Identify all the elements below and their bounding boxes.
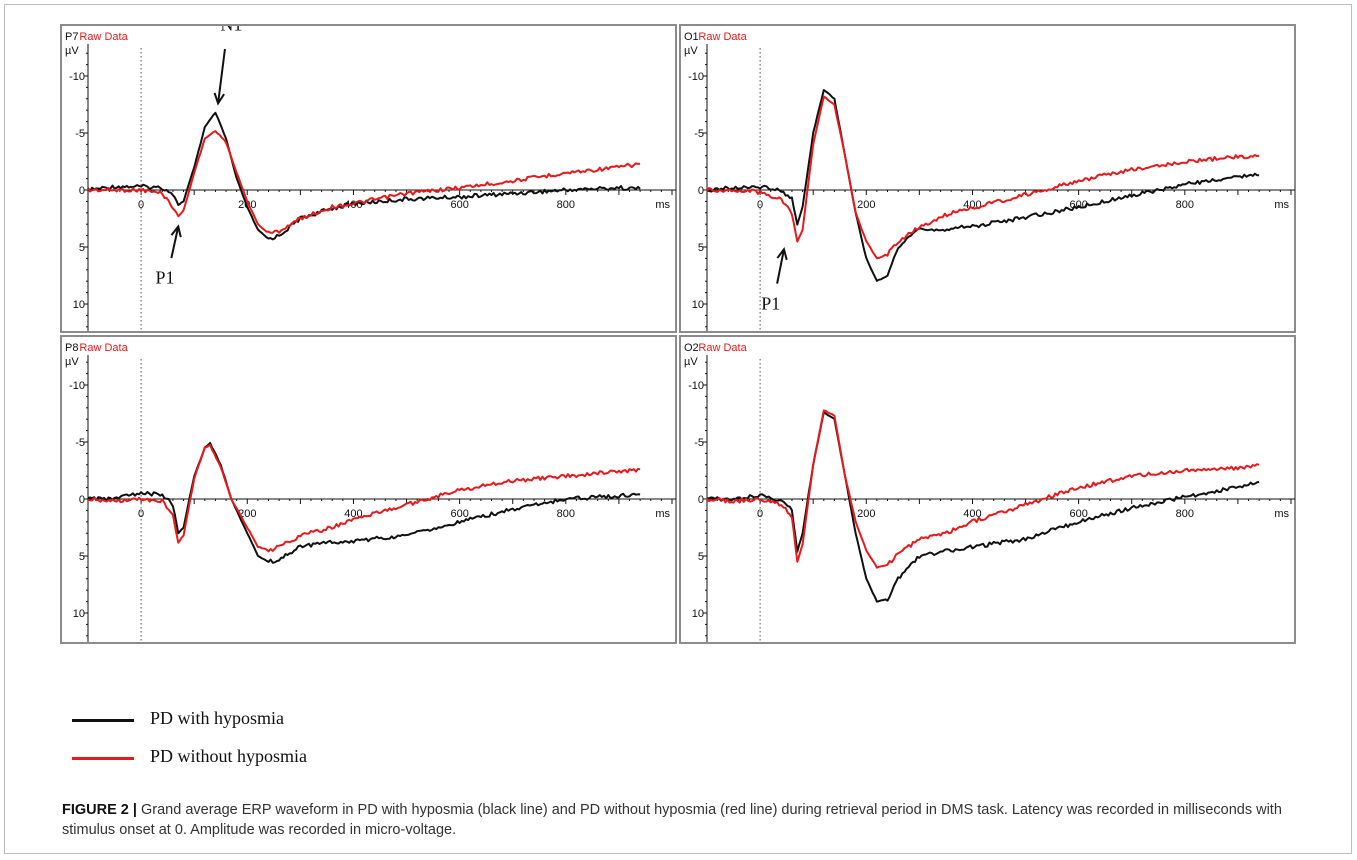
raw-data-label: Raw Data: [79, 342, 128, 354]
y-tick-label: -5: [75, 437, 85, 449]
x-tick-label: 800: [1176, 199, 1194, 211]
x-tick-label: 400: [963, 508, 981, 520]
caption-text: Grand average ERP waveform in PD with hy…: [62, 802, 1282, 838]
annotation-arrow: [170, 226, 180, 259]
y-tick-label: 10: [692, 299, 704, 311]
x-tick-label: 200: [238, 508, 256, 520]
y-tick-label: -5: [694, 128, 704, 140]
y-unit-label: µV: [65, 45, 79, 57]
y-unit-label: µV: [684, 356, 698, 368]
caption-label: FIGURE 2 |: [62, 802, 137, 818]
channel-label: P7: [65, 31, 78, 43]
x-tick-label: 800: [1176, 508, 1194, 520]
y-tick-label: -10: [688, 380, 704, 392]
annotation-arrowhead: [776, 247, 788, 261]
raw-data-label: Raw Data: [79, 31, 128, 43]
y-tick-label: 0: [698, 185, 704, 197]
y-tick-label: 0: [79, 494, 85, 506]
legend-label: PD with hyposmia: [150, 708, 285, 728]
y-unit-label: µV: [65, 356, 79, 368]
x-unit-label: ms: [1274, 199, 1289, 211]
annotation-arrowhead: [170, 224, 182, 238]
panel-o2: O2 Raw Data µV -10 -5 0 5 10 0 200 400 600 800 ms: [679, 335, 1296, 644]
annotation-arrow: [217, 48, 226, 104]
annotation-label: P1: [155, 267, 174, 287]
y-tick-label: 5: [698, 551, 704, 563]
y-tick-label: 10: [73, 608, 85, 620]
channel-label: O1: [684, 31, 699, 43]
x-tick-label: 0: [757, 508, 763, 520]
y-tick-label: -5: [694, 437, 704, 449]
legend-item-red: PD without hyposmia: [72, 746, 492, 772]
figure-caption: FIGURE 2 | Grand average ERP waveform in…: [62, 800, 1292, 840]
legend-swatch: [72, 719, 134, 722]
channel-label: P8: [65, 342, 78, 354]
series-line-with-hyposmia: [87, 111, 641, 241]
raw-data-label: Raw Data: [698, 31, 747, 43]
y-tick-label: 0: [698, 494, 704, 506]
x-tick-label: 200: [857, 199, 875, 211]
series-line-without-hyposmia: [706, 95, 1260, 260]
y-tick-label: 5: [79, 551, 85, 563]
y-tick-label: -10: [69, 71, 85, 83]
legend-label: PD without hyposmia: [150, 746, 308, 766]
x-tick-label: 600: [450, 508, 468, 520]
y-tick-label: -5: [75, 128, 85, 140]
annotation-label: P1: [761, 294, 780, 314]
series-line-with-hyposmia: [707, 411, 1260, 603]
raw-data-label: Raw Data: [698, 342, 747, 354]
y-tick-label: 10: [73, 299, 85, 311]
y-tick-label: 5: [79, 242, 85, 254]
legend-swatch: [72, 757, 134, 760]
annotation-label: N1: [220, 26, 242, 34]
annotation-arrow: [776, 249, 785, 284]
y-tick-label: 10: [692, 608, 704, 620]
y-tick-label: -10: [688, 71, 704, 83]
x-tick-label: 600: [1069, 508, 1087, 520]
y-tick-label: 0: [79, 185, 85, 197]
series-line-without-hyposmia: [87, 130, 641, 234]
x-unit-label: ms: [1274, 508, 1289, 520]
y-unit-label: µV: [684, 45, 698, 57]
x-tick-label: 0: [138, 508, 144, 520]
series-line-with-hyposmia: [707, 89, 1260, 282]
x-tick-label: 800: [557, 199, 575, 211]
x-unit-label: ms: [655, 199, 670, 211]
legend-item-black: PD with hyposmia: [72, 708, 492, 734]
panel-p8: P8 Raw Data µV -10 -5 0 5 10 0 200 400 600 800 ms: [60, 335, 677, 644]
x-unit-label: ms: [655, 508, 670, 520]
x-tick-label: 800: [557, 508, 575, 520]
series-line-with-hyposmia: [87, 441, 641, 564]
annotation-arrowhead: [213, 92, 225, 106]
x-tick-label: 600: [450, 199, 468, 211]
channel-label: O2: [684, 342, 699, 354]
y-tick-label: 5: [698, 242, 704, 254]
y-tick-label: -10: [69, 380, 85, 392]
x-tick-label: 200: [857, 508, 875, 520]
series-line-without-hyposmia: [706, 409, 1260, 569]
figure-frame: [4, 4, 1352, 854]
series-line-without-hyposmia: [87, 444, 641, 553]
